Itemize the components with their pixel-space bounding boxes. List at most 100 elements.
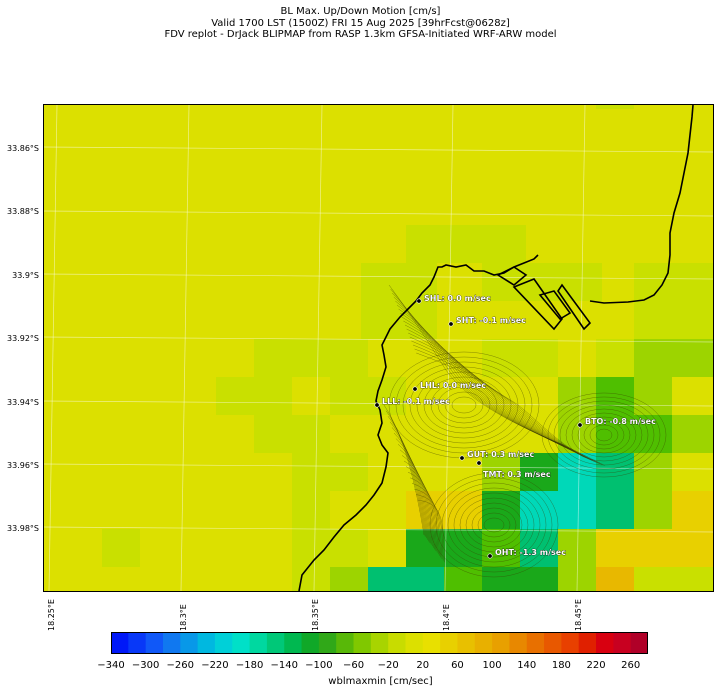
grid-cell [672, 415, 713, 453]
colorbar-swatch [353, 632, 372, 654]
colorbar-tick-label: −260 [166, 660, 195, 671]
lon-tick-label: 18.25°E [47, 599, 56, 631]
station-marker [577, 422, 583, 428]
colorbar-tick-label: 100 [482, 660, 502, 671]
grid-cell [520, 453, 558, 491]
colorbar-swatch [561, 632, 580, 654]
station-oht: OHT: -1.3 m/sec [487, 548, 567, 559]
station-label: LHL: 0.0 m/sec [420, 381, 486, 390]
grid-cell [634, 263, 713, 301]
colorbar-swatch [526, 632, 545, 654]
map-plot-area[interactable]: SHL: 0.0 m/sec SHT: -0.1 m/sec LHL: 0.0 m/… [43, 104, 714, 592]
colorbar-swatch [145, 632, 164, 654]
colorbar-swatch [474, 632, 493, 654]
chart-title-line3: FDV replot - DrJack BLIPMAP from RASP 1.… [164, 29, 557, 40]
grid-cell [444, 491, 482, 529]
chart-title-line1: BL Max. Up/Down Motion [cm/s] [280, 6, 441, 17]
colorbar-swatch [613, 632, 632, 654]
grid-cell [361, 301, 437, 339]
station-tmt: TMT: 0.3 m/sec [476, 460, 551, 479]
station-label: SHL: 0.0 m/sec [424, 294, 491, 303]
colorbar-swatch [232, 632, 251, 654]
harbour-breakwater [496, 266, 592, 331]
colorbar-swatch [405, 632, 424, 654]
station-marker [476, 460, 482, 466]
station-marker [416, 298, 422, 304]
grid-cell [102, 529, 140, 567]
colorbar-swatch [596, 632, 614, 654]
grid-cell [292, 491, 330, 529]
grid-cell [596, 491, 634, 529]
lon-tick-label: 18.35°E [311, 599, 320, 631]
grid-cell [482, 339, 558, 377]
colorbar-swatch [336, 632, 355, 654]
grid-cell [558, 377, 596, 415]
lon-tick-label: 18.3°E [179, 604, 188, 631]
colorbar-swatch [440, 632, 459, 654]
grid-cell [482, 491, 520, 529]
grid-cell [482, 529, 520, 567]
colorbar-swatch [162, 632, 181, 654]
grid-cell [330, 339, 368, 377]
station-lll: LLL: -0.1 m/sec [374, 397, 450, 408]
colorbar-swatch [630, 632, 648, 654]
colorbar-swatch [370, 632, 389, 654]
grid-cell [634, 377, 672, 415]
lat-tick-label: 33.94°S [7, 398, 39, 407]
station-gut: GUT: 0.3 m/sec [459, 450, 535, 461]
grid-cell [634, 301, 713, 339]
colorbar-tick-label: −180 [235, 660, 264, 671]
coastline [298, 254, 539, 591]
colorbar-swatch [197, 632, 216, 654]
colorbar-swatch [214, 632, 233, 654]
grid-cell [634, 567, 713, 591]
colorbar-tick-label: −300 [131, 660, 160, 671]
colorbar-tick-label: −60 [342, 660, 365, 671]
colorbar-tick-label: −220 [201, 660, 229, 671]
grid-cell [292, 415, 330, 453]
lat-tick-label: 33.9°S [12, 271, 39, 280]
station-bto: BTO: -0.8 m/sec [577, 417, 656, 428]
grid-cell [596, 529, 634, 567]
grid-cell [254, 377, 292, 415]
colorbar-swatch [301, 632, 320, 654]
colorbar [111, 632, 648, 654]
station-label: GUT: 0.3 m/sec [467, 450, 534, 459]
colorbar-swatch [318, 632, 337, 654]
grid-cell [292, 529, 330, 567]
grid-cell [254, 415, 292, 453]
lat-tick-label: 33.88°S [7, 207, 39, 216]
coastline-east [589, 105, 694, 304]
grid-cell [292, 567, 330, 591]
colorbar-swatch [111, 632, 129, 654]
colorbar-swatch [544, 632, 562, 654]
colorbar-tick-label: −100 [305, 660, 333, 671]
colorbar-label: wblmaxmin [cm/sec] [328, 676, 433, 687]
colorbar-tick-label: −20 [377, 660, 399, 671]
lat-tick-label: 33.86°S [7, 144, 39, 153]
station-shl: SHL: 0.0 m/sec [416, 294, 491, 304]
colorbar-swatch [422, 632, 441, 654]
colorbar-swatch [457, 632, 476, 654]
station-label: BTO: -0.8 m/sec [585, 417, 656, 426]
grid-cell [672, 491, 713, 529]
lon-tick-label: 18.4°E [442, 604, 451, 631]
lat-tick-label: 33.98°S [7, 524, 39, 533]
station-marker [459, 455, 465, 461]
grid-cell [330, 377, 406, 415]
grid-cell [482, 263, 602, 301]
station-marker [412, 386, 418, 392]
grid-cell [361, 263, 437, 301]
grid-cell [368, 567, 444, 591]
colorbar-swatch [180, 632, 199, 654]
colorbar-swatch [284, 632, 303, 654]
station-marker [487, 553, 493, 559]
colorbar-tick-label: 180 [551, 660, 571, 671]
station-label: OHT: -1.3 m/sec [495, 548, 566, 557]
chart-title-line2: Valid 1700 LST (1500Z) FRI 15 Aug 2025 [… [211, 17, 510, 29]
map-canvas: SHL: 0.0 m/sec SHT: -0.1 m/sec LHL: 0.0 m/… [44, 105, 713, 591]
colorbar-tick-label: 220 [586, 660, 606, 671]
grid-cell [596, 453, 634, 491]
grid-cell [482, 453, 520, 491]
station-marker [374, 402, 380, 408]
